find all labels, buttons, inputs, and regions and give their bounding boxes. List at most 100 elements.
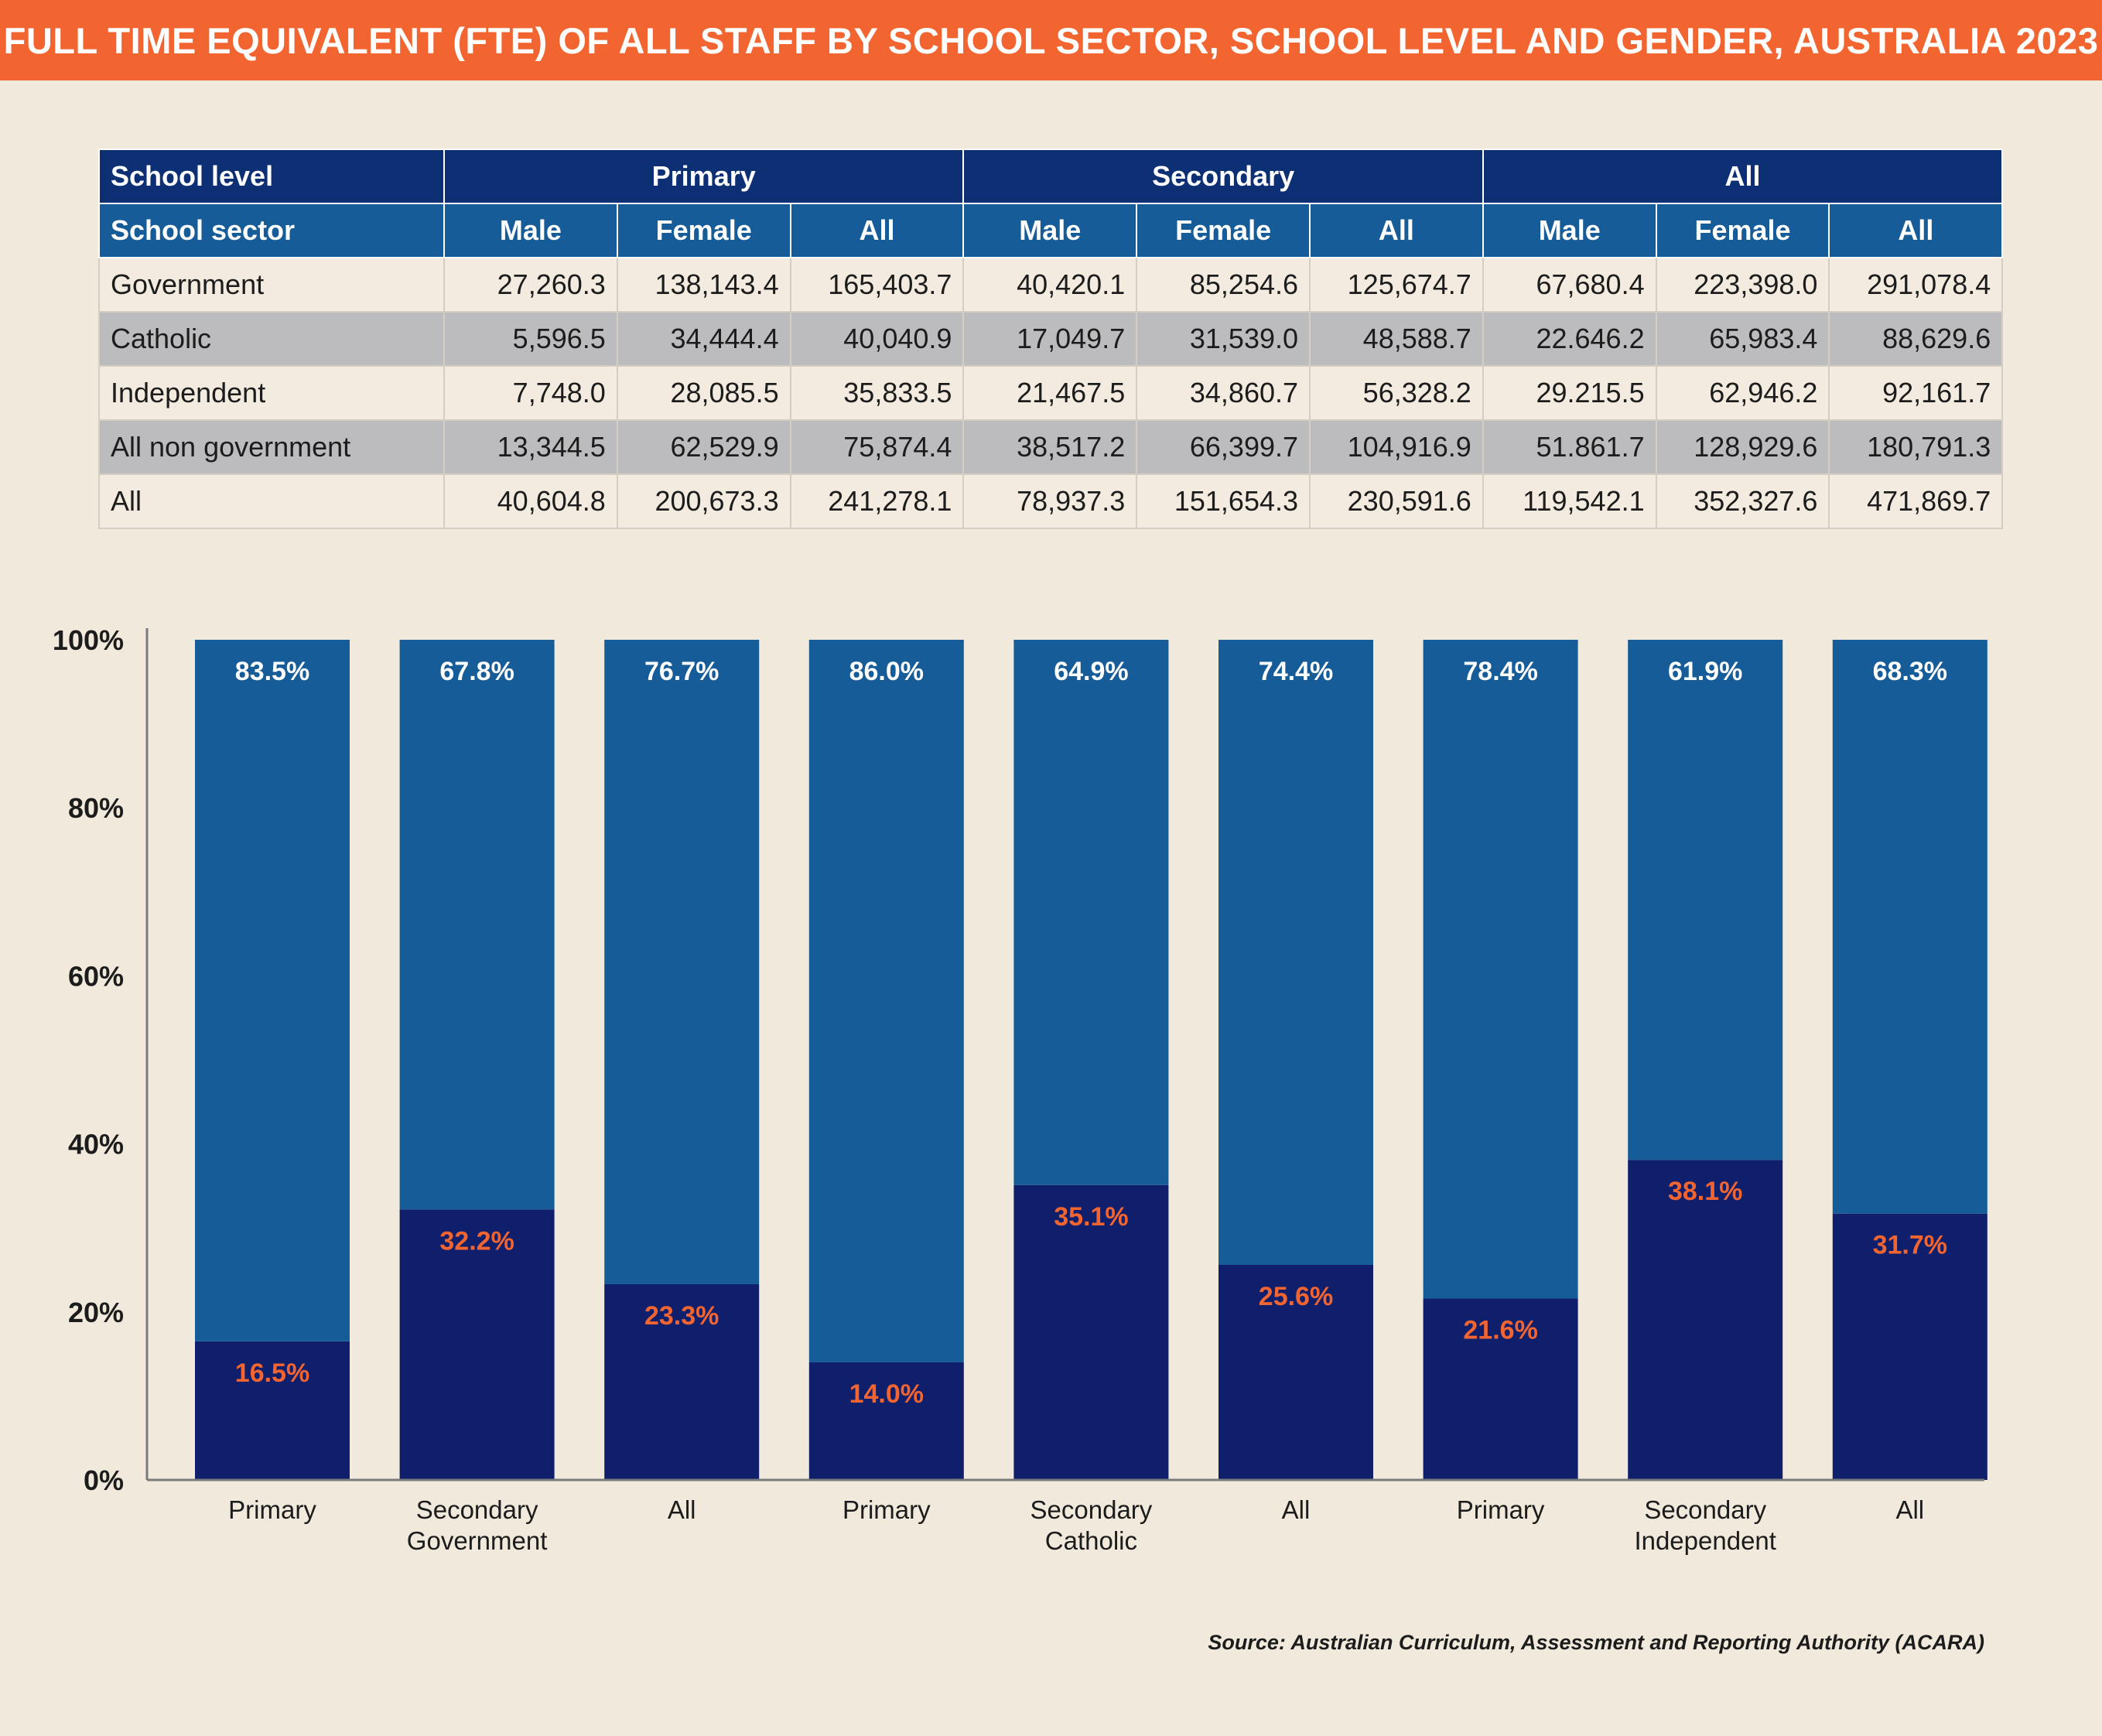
table-row: Government 27,260.3 138,143.4 165,403.7 40,4…: [98, 257, 2004, 313]
data-label: 86.0%: [849, 657, 924, 686]
x-tick-label: Secondary: [1030, 1495, 1153, 1524]
bar-segment: [1832, 640, 1988, 1214]
table-cell: 28,085.5: [616, 365, 791, 421]
table-cell: 128,929.6: [1655, 419, 1830, 475]
table-cell: 35,833.5: [789, 365, 965, 421]
table-cell: 67,680.4: [1482, 257, 1657, 313]
x-tick-label: All: [668, 1495, 696, 1524]
x-tick-label: Primary: [1457, 1495, 1545, 1524]
row-label: All non government: [98, 419, 445, 475]
group-header: Secondary: [962, 149, 1484, 204]
x-tick-label: Secondary: [416, 1495, 538, 1524]
table-cell: 104,916.9: [1309, 419, 1484, 475]
table-cell: 27,260.3: [443, 257, 618, 313]
data-label: 23.3%: [644, 1301, 719, 1331]
data-label: 78.4%: [1463, 657, 1537, 686]
group-header: All: [1482, 149, 2004, 204]
bar-segment: [1423, 640, 1578, 1299]
table-cell: 5,596.5: [443, 311, 618, 367]
bar-segment: [399, 1209, 555, 1480]
x-tick-label: All: [1282, 1495, 1311, 1524]
data-label: 25.6%: [1259, 1282, 1333, 1311]
table-cell: 241,278.1: [789, 473, 965, 529]
column-header: Female: [1655, 203, 1830, 258]
stacked-bar-chart: 0% 20% 40% 60% 80% 100% 16.5% 83.5% Primary 32.2%…: [53, 624, 1988, 1555]
bar-segment: [1423, 1298, 1578, 1480]
bar-segment: [195, 1341, 350, 1480]
y-tick-label: 0%: [84, 1464, 124, 1496]
table-cell: 40,420.1: [962, 257, 1138, 313]
table-cell: 48,588.7: [1309, 311, 1484, 367]
table-cell: 75,874.4: [789, 419, 965, 475]
table-cell: 151,654.3: [1136, 473, 1311, 529]
table-row: All non government 13,344.5 62,529.9 75,874…: [98, 419, 2004, 475]
bar-segment: [1628, 640, 1783, 1160]
row-label: Independent: [98, 365, 445, 421]
data-label: 31.7%: [1873, 1231, 1947, 1260]
bar-segment: [1628, 1160, 1783, 1480]
table-cell: 31,539.0: [1136, 311, 1311, 367]
data-label: 35.1%: [1054, 1202, 1128, 1232]
bar-segment: [1832, 1213, 1988, 1480]
x-tick-label: Secondary: [1644, 1495, 1766, 1524]
data-label: 32.2%: [439, 1226, 514, 1256]
data-label: 83.5%: [235, 657, 309, 686]
x-tick-label: Primary: [228, 1495, 316, 1524]
table-cell: 125,674.7: [1309, 257, 1484, 313]
table-cell: 119,542.1: [1482, 473, 1657, 529]
table-cell: 291,078.4: [1828, 257, 2004, 313]
table-cell: 38,517.2: [962, 419, 1138, 475]
table-cell: 51.861.7: [1482, 419, 1657, 475]
staff-table: School level Primary Secondary All Schoo…: [98, 149, 2004, 529]
data-label: 61.9%: [1668, 657, 1742, 686]
column-header: Female: [1136, 203, 1311, 258]
x-tick-label: All: [1895, 1495, 1924, 1524]
data-label: 16.5%: [235, 1358, 309, 1388]
bar-segment: [604, 1283, 760, 1480]
table-cell: 65,983.4: [1655, 311, 1830, 367]
column-header: All: [1309, 203, 1484, 258]
data-label: 74.4%: [1259, 657, 1333, 686]
chart-area: 0% 20% 40% 60% 80% 100% 16.5% 83.5% Primary 32.2%…: [0, 588, 2102, 1594]
y-tick-label: 60%: [68, 960, 124, 992]
table-cell: 40,040.9: [789, 311, 965, 367]
column-header: All: [789, 203, 965, 258]
source-note: Source: Australian Curriculum, Assessmen…: [1208, 1631, 1984, 1654]
table-header-row-level: School level Primary Secondary All: [98, 149, 2004, 204]
bar-segment: [399, 640, 555, 1210]
bar-segment: [1013, 640, 1169, 1185]
table-cell: 230,591.6: [1309, 473, 1484, 529]
group-label: Independent: [1634, 1526, 1776, 1555]
bar-segment: [195, 640, 350, 1341]
table-cell: 180,791.3: [1828, 419, 2004, 475]
table-header-row-sector: School sector Male Female All Male Female All…: [98, 203, 2004, 258]
column-header: All: [1828, 203, 2004, 258]
table-cell: 7,748.0: [443, 365, 618, 421]
y-tick-label: 100%: [53, 624, 124, 656]
table-cell: 165,403.7: [789, 257, 965, 313]
data-label: 64.9%: [1054, 657, 1128, 686]
bar-segment: [808, 1362, 964, 1480]
school-sector-header: School sector: [98, 203, 445, 258]
staff-table-container: School level Primary Secondary All Schoo…: [98, 149, 2004, 529]
table-cell: 40,604.8: [443, 473, 618, 529]
y-tick-label: 80%: [68, 792, 124, 824]
bar-segment: [1218, 1264, 1373, 1480]
y-tick-label: 20%: [68, 1297, 124, 1328]
data-label: 21.6%: [1463, 1315, 1537, 1345]
table-cell: 56,328.2: [1309, 365, 1484, 421]
column-header: Female: [616, 203, 791, 258]
group-header: Primary: [443, 149, 965, 204]
y-tick-label: 40%: [68, 1129, 124, 1160]
page-title: FULL TIME EQUIVALENT (FTE) OF ALL STAFF …: [3, 19, 2099, 61]
data-label: 67.8%: [439, 657, 514, 686]
table-cell: 66,399.7: [1136, 419, 1311, 475]
bar-segment: [1218, 640, 1373, 1265]
group-label: Catholic: [1045, 1526, 1137, 1555]
table-row: All 40,604.8 200,673.3 241,278.1 78,937.3 151…: [98, 473, 2004, 529]
table-cell: 62,946.2: [1655, 365, 1830, 421]
data-label: 76.7%: [644, 657, 719, 686]
table-cell: 200,673.3: [616, 473, 791, 529]
row-label: All: [98, 473, 445, 529]
data-label: 14.0%: [849, 1379, 924, 1409]
